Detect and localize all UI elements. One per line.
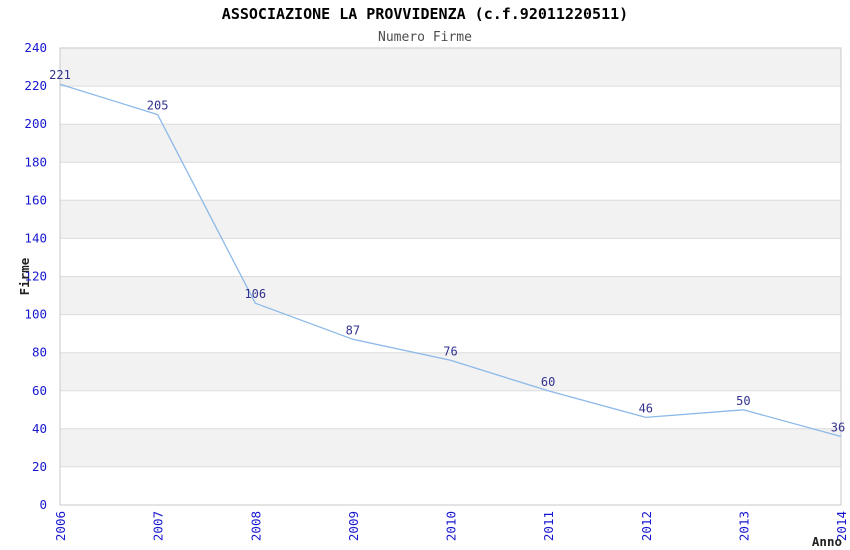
plot-border bbox=[59, 47, 842, 506]
data-point-label: 221 bbox=[49, 68, 71, 82]
data-point-label: 87 bbox=[346, 323, 360, 337]
y-tick-label: 220 bbox=[24, 78, 47, 93]
x-axis-title: Anno bbox=[812, 534, 842, 549]
chart-subtitle: Numero Firme bbox=[378, 30, 472, 45]
plot-band bbox=[60, 48, 841, 87]
y-tick-label: 240 bbox=[24, 40, 47, 55]
data-point-label: 76 bbox=[443, 344, 457, 358]
x-tick-label: 2014 bbox=[834, 511, 849, 541]
data-point-label: 46 bbox=[639, 401, 653, 415]
plot-band bbox=[60, 352, 841, 391]
y-tick-label: 80 bbox=[32, 345, 47, 360]
data-point-label: 50 bbox=[736, 394, 750, 408]
data-point-label: 36 bbox=[831, 421, 845, 435]
x-tick-label: 2008 bbox=[248, 511, 263, 541]
x-tick-label: 2009 bbox=[346, 511, 361, 541]
series-line bbox=[59, 83, 842, 438]
chart-title: ASSOCIAZIONE LA PROVVIDENZA (c.f.9201122… bbox=[221, 5, 629, 23]
y-tick-label: 40 bbox=[32, 421, 47, 436]
y-tick-label: 160 bbox=[24, 192, 47, 207]
y-axis-title: Firme bbox=[17, 257, 32, 295]
data-point-label: 60 bbox=[541, 375, 555, 389]
y-tick-label: 180 bbox=[24, 154, 47, 169]
x-tick-label: 2011 bbox=[541, 511, 556, 541]
plot-band bbox=[60, 276, 841, 315]
plot-band bbox=[60, 200, 841, 239]
x-tick-label: 2006 bbox=[53, 511, 68, 541]
x-tick-label: 2012 bbox=[639, 511, 654, 541]
y-tick-label: 20 bbox=[32, 459, 47, 474]
y-tick-label: 120 bbox=[24, 269, 47, 284]
y-tick-label: 100 bbox=[24, 307, 47, 322]
x-tick-label: 2013 bbox=[736, 511, 751, 541]
x-tick-label: 2010 bbox=[444, 511, 459, 541]
plot-band bbox=[60, 428, 841, 467]
y-tick-label: 60 bbox=[32, 383, 47, 398]
y-tick-label: 200 bbox=[24, 116, 47, 131]
plot-band bbox=[60, 124, 841, 163]
data-point-label: 106 bbox=[244, 287, 266, 301]
y-tick-label: 0 bbox=[39, 497, 47, 512]
data-point-label: 205 bbox=[147, 99, 169, 113]
x-tick-label: 2007 bbox=[151, 511, 166, 541]
y-tick-label: 140 bbox=[24, 230, 47, 245]
